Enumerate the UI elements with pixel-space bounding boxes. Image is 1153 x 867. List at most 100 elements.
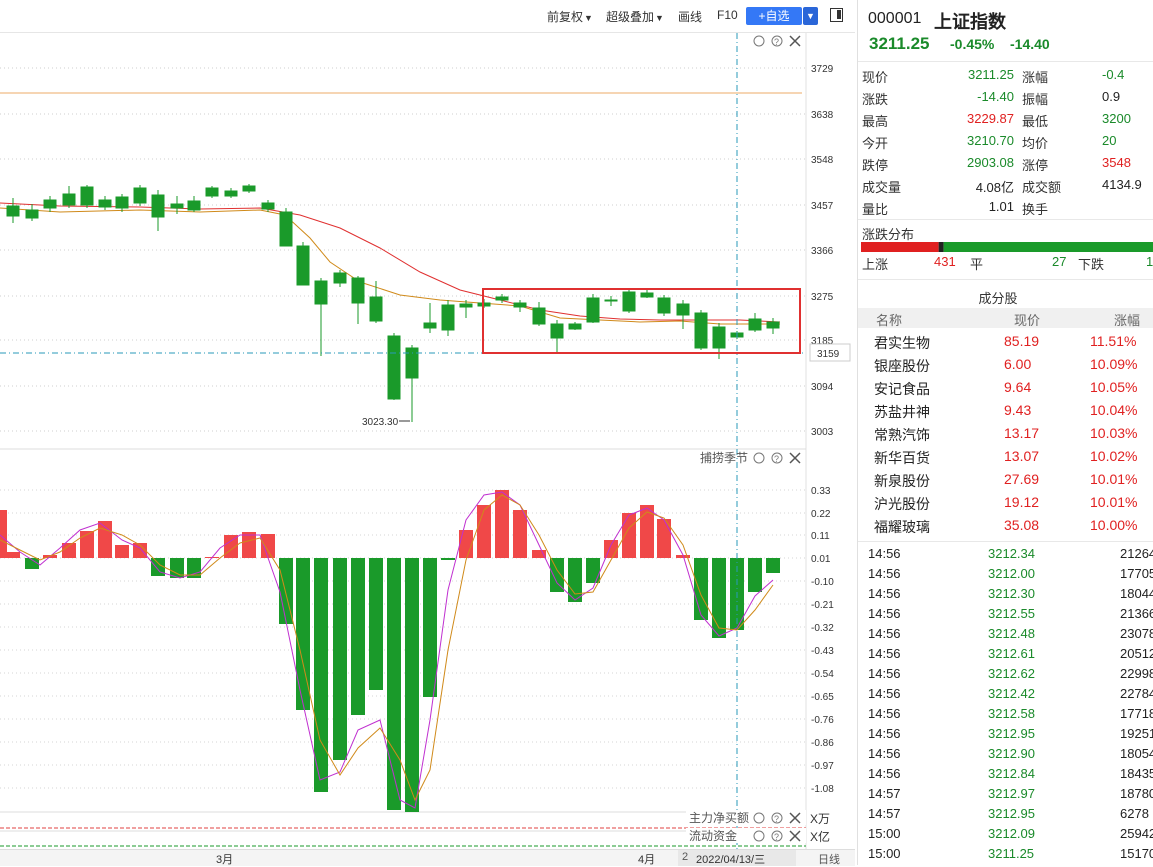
indicator-tick-label: -0.76 xyxy=(811,715,834,726)
candle-body xyxy=(333,272,347,284)
constituent-row[interactable]: 新泉股份 27.69 10.01% xyxy=(858,468,1153,491)
constituent-row[interactable]: 新华百货 13.07 10.02% xyxy=(858,445,1153,468)
indicator-bar xyxy=(296,558,310,710)
tick-row: 14:57 3212.95 6278 xyxy=(858,804,1153,824)
stock-change: 10.05% xyxy=(1090,379,1138,395)
tick-volume: 17718 xyxy=(1120,706,1153,721)
tick-row: 14:57 3212.97 18780 xyxy=(858,784,1153,804)
ma-short-line xyxy=(0,207,780,325)
quote-value: -0.4 xyxy=(1102,67,1125,82)
indicator-name: 捕捞季节 xyxy=(700,450,748,465)
stock-name: 安记食品 xyxy=(874,381,930,397)
f10-button[interactable]: F10 xyxy=(717,8,738,22)
flat-segment xyxy=(938,242,944,252)
constituent-row[interactable]: 沪光股份 19.12 10.01% xyxy=(858,491,1153,514)
caret-down-icon: ▼ xyxy=(655,13,664,23)
indicator-bar xyxy=(477,505,491,558)
quote-label: 涨停 xyxy=(1022,158,1049,173)
stock-price: 13.17 xyxy=(1004,425,1040,441)
indicator-bar xyxy=(748,558,762,592)
stock-price: 19.12 xyxy=(1004,494,1040,510)
tick-volume: 18054 xyxy=(1120,746,1153,761)
constituent-row[interactable]: 君实生物 85.19 11.51% xyxy=(858,330,1153,353)
tick-price: 3212.58 xyxy=(988,706,1035,721)
quote-value: 3200 xyxy=(1102,111,1131,126)
candle-body xyxy=(170,203,184,209)
indicator-bar xyxy=(423,558,437,697)
indicator-bar xyxy=(242,532,256,558)
indicator-bar xyxy=(532,550,546,558)
candle-body xyxy=(676,303,690,316)
indicator-bar xyxy=(25,558,39,569)
panel-toggle-icon[interactable] xyxy=(830,8,843,22)
candle-body xyxy=(387,335,401,400)
constituent-row[interactable]: 银座股份 6.00 10.09% xyxy=(858,353,1153,376)
quote-label: 成交额 xyxy=(1022,180,1062,195)
price-tick-label: 3729 xyxy=(811,64,834,75)
quote-value: 3229.87 xyxy=(967,111,1014,126)
constituent-row[interactable]: 常熟汽饰 13.17 10.03% xyxy=(858,422,1153,445)
constituent-row[interactable]: 安记食品 9.64 10.05% xyxy=(858,376,1153,399)
tick-row: 14:56 3212.95 19251 xyxy=(858,724,1153,744)
adjust-dropdown[interactable]: 前复权▼ xyxy=(547,10,593,24)
quote-label: 最低 xyxy=(1022,114,1049,129)
help-icon-glyph: ? xyxy=(774,454,779,464)
indicator-tick-label: 0.11 xyxy=(811,531,830,542)
overlay-dropdown[interactable]: 超级叠加▼ xyxy=(606,10,664,24)
stock-price: 13.07 xyxy=(1004,448,1040,464)
indicator-bar xyxy=(657,519,671,558)
candle-body xyxy=(748,318,762,331)
quote-panel: 000001 上证指数 3211.25 -0.45% -14.40 现价 3211… xyxy=(857,0,1153,865)
tick-row: 14:56 3212.30 18044 xyxy=(858,584,1153,604)
quote-value: 0.9 xyxy=(1102,89,1121,104)
candle-body xyxy=(25,209,39,219)
indicator-tick-label: -0.21 xyxy=(811,600,834,611)
stock-code: 000001 xyxy=(868,10,922,27)
tick-volume: 21264 xyxy=(1120,546,1153,561)
mini-panel-unit: X亿 xyxy=(810,829,830,844)
candle-body xyxy=(6,205,20,217)
stock-price: 9.43 xyxy=(1004,402,1032,418)
tick-volume: 23078 xyxy=(1120,626,1153,641)
price-tick-label: 3638 xyxy=(811,110,834,121)
triangle-down-icon[interactable]: ▼ xyxy=(803,7,818,25)
period-button[interactable]: 日线 xyxy=(818,854,840,866)
tick-volume: 18435 xyxy=(1120,766,1153,781)
month-label: 3月 xyxy=(216,854,234,866)
candle-body xyxy=(622,291,636,312)
tick-time: 15:00 xyxy=(868,826,901,841)
candle-body xyxy=(604,299,618,302)
stock-name: 常熟汽饰 xyxy=(874,427,930,443)
tick-time: 15:00 xyxy=(868,846,901,861)
constituent-row[interactable]: 福耀玻璃 35.08 10.00% xyxy=(858,514,1153,537)
quote-label: 成交量 xyxy=(862,180,902,195)
stock-change: 10.00% xyxy=(1090,517,1138,533)
tick-row: 14:56 3212.58 17718 xyxy=(858,704,1153,724)
tick-time: 14:56 xyxy=(868,726,901,741)
mini-panel-label-bg xyxy=(686,810,806,825)
stock-name: 上证指数 xyxy=(934,12,1006,32)
candle-body xyxy=(133,187,147,204)
quote-value: 1.01 xyxy=(988,199,1014,214)
indicator-bar xyxy=(712,558,726,638)
constituent-row[interactable]: 苏盐井神 9.43 10.04% xyxy=(858,399,1153,422)
candle-body xyxy=(694,312,708,349)
candle-body xyxy=(495,296,509,301)
draw-button[interactable]: 画线 xyxy=(678,10,703,24)
indicator-bar xyxy=(115,545,129,558)
indicator-bar xyxy=(333,558,347,760)
crosshair-date: 2 2022/04/13/三 xyxy=(678,850,796,866)
candle-body xyxy=(657,297,671,314)
add-watchlist-button[interactable]: +自选 xyxy=(746,7,802,25)
chart-grid xyxy=(0,33,807,849)
indicator-tick-label: 0.01 xyxy=(811,554,831,565)
candle-body xyxy=(261,202,275,210)
indicator-bar xyxy=(640,505,654,558)
kline-chart[interactable]: 3023.30 3729 3638 3548 3457 3366 3275 3185 3094… xyxy=(0,33,855,849)
candle-body xyxy=(242,185,256,192)
price-tick-label: 3275 xyxy=(811,292,834,303)
quote-row: 现价 3211.25 涨幅 -0.4 xyxy=(858,64,1153,86)
tick-row: 14:56 3212.84 18435 xyxy=(858,764,1153,784)
tick-volume: 259424 xyxy=(1120,826,1153,841)
